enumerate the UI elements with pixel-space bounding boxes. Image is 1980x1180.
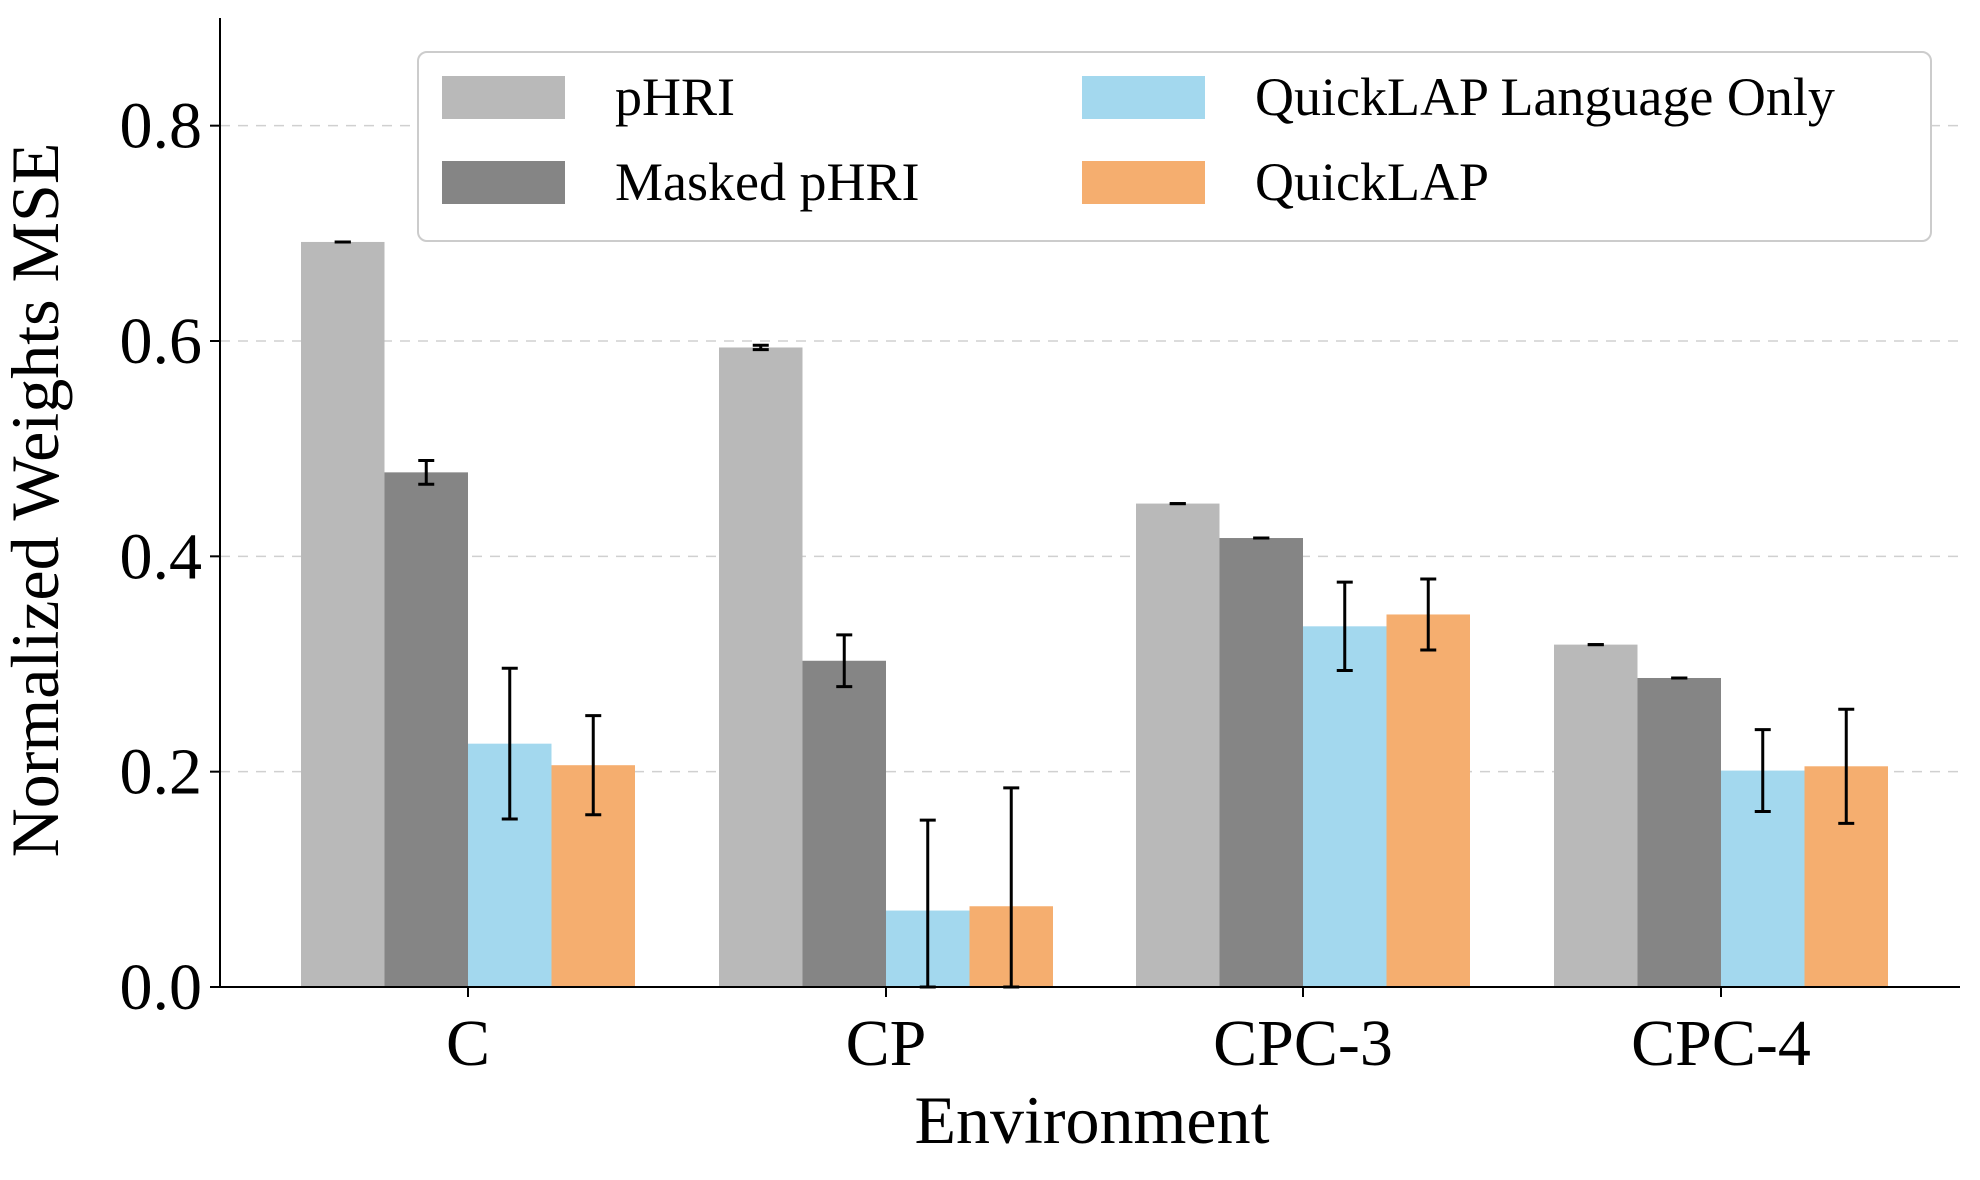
errorbar-quicklap-cpc-3 bbox=[1420, 577, 1437, 652]
errorbar-quicklap-language-only-c bbox=[501, 666, 518, 821]
x-ticks: C CP CPC-3 CPC-4 bbox=[446, 987, 1811, 1080]
legend: pHRI Masked pHRI QuickLAP Language Only Qui… bbox=[417, 51, 1932, 242]
bars bbox=[301, 241, 1888, 988]
bar-phri-cp bbox=[719, 347, 803, 988]
bar-quicklap-cpc-3 bbox=[1386, 614, 1470, 987]
axes bbox=[219, 18, 1960, 988]
bar-masked-phri-cpc-3 bbox=[1219, 538, 1303, 987]
legend-swatch-phri bbox=[442, 76, 565, 119]
bar-phri-cpc-3 bbox=[1136, 503, 1220, 987]
y-tick-label-3: 0.6 bbox=[120, 305, 203, 378]
x-tick-label-1: CP bbox=[846, 1007, 927, 1080]
legend-swatch-quicklap-language-only bbox=[1082, 76, 1205, 119]
errorbar-masked-phri-cp bbox=[836, 633, 853, 689]
legend-swatch-quicklap bbox=[1082, 161, 1205, 204]
errorbar-quicklap-cpc-4 bbox=[1838, 707, 1855, 825]
errorbar-quicklap-language-only-cpc-3 bbox=[1336, 580, 1353, 672]
legend-label-masked-phri: Masked pHRI bbox=[615, 152, 919, 212]
legend-label-quicklap-language-only: QuickLAP Language Only bbox=[1255, 67, 1835, 127]
legend-box bbox=[417, 51, 1932, 242]
legend-swatch-masked-phri bbox=[442, 161, 565, 204]
legend-label-quicklap: QuickLAP bbox=[1255, 152, 1489, 212]
legend-label-phri: pHRI bbox=[615, 67, 735, 127]
y-ticks: 0.0 0.2 0.4 0.6 0.8 bbox=[120, 90, 220, 1024]
errorbar-phri-cp bbox=[752, 343, 769, 352]
y-tick-label-0: 0.0 bbox=[120, 951, 203, 1024]
bar-phri-c bbox=[301, 241, 385, 988]
bar-masked-phri-cpc-4 bbox=[1637, 677, 1721, 987]
x-axis-title: Environment bbox=[914, 1082, 1269, 1158]
x-tick-label-0: C bbox=[446, 1007, 490, 1080]
bar-masked-phri-cp bbox=[802, 660, 886, 987]
errorbar-quicklap-language-only-cpc-4 bbox=[1754, 728, 1771, 814]
errorbar-masked-phri-c bbox=[418, 459, 435, 486]
errorbar-quicklap-c bbox=[585, 714, 602, 817]
y-tick-label-1: 0.2 bbox=[120, 736, 203, 809]
y-tick-label-2: 0.4 bbox=[120, 520, 203, 593]
x-tick-label-2: CPC-3 bbox=[1213, 1007, 1393, 1080]
bar-quicklap-language-only-cpc-3 bbox=[1303, 626, 1387, 987]
y-tick-label-4: 0.8 bbox=[120, 90, 203, 163]
bar-phri-cpc-4 bbox=[1554, 644, 1638, 987]
y-axis-title: Normalized Weights MSE bbox=[0, 143, 73, 858]
bar-masked-phri-c bbox=[384, 472, 468, 987]
x-tick-label-3: CPC-4 bbox=[1631, 1007, 1811, 1080]
